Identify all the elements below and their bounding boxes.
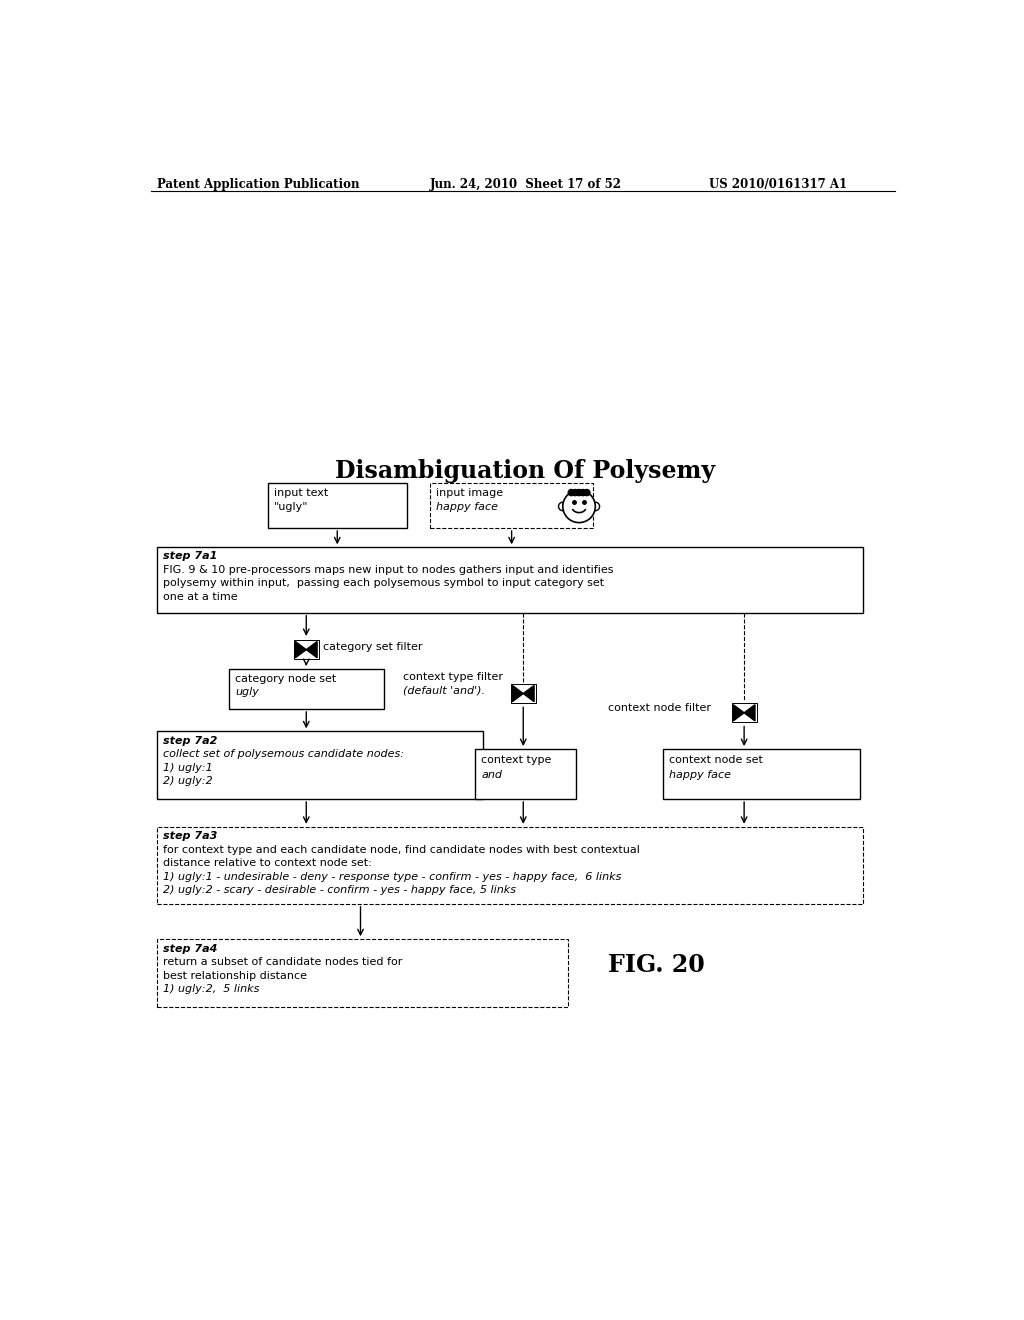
Polygon shape [733,705,744,721]
Text: return a subset of candidate nodes tied for: return a subset of candidate nodes tied … [163,957,402,968]
Text: FIG. 20: FIG. 20 [608,953,706,977]
Text: one at a time: one at a time [163,591,238,602]
Polygon shape [306,642,317,657]
Text: 1) ugly:2,  5 links: 1) ugly:2, 5 links [163,985,259,994]
Circle shape [568,490,574,496]
FancyBboxPatch shape [294,640,318,659]
Text: input text: input text [273,488,328,498]
Polygon shape [295,642,306,657]
Text: FIG. 9 & 10 pre-processors maps new input to nodes gathers input and identifies: FIG. 9 & 10 pre-processors maps new inpu… [163,565,613,574]
FancyBboxPatch shape [663,748,860,799]
FancyBboxPatch shape [158,940,568,1007]
Text: distance relative to context node set:: distance relative to context node set: [163,858,372,869]
Text: 1) ugly:1: 1) ugly:1 [163,763,213,772]
Text: Patent Application Publication: Patent Application Publication [158,178,360,190]
Text: context node filter: context node filter [608,704,712,713]
Text: Jun. 24, 2010  Sheet 17 of 52: Jun. 24, 2010 Sheet 17 of 52 [430,178,623,190]
Text: US 2010/0161317 A1: US 2010/0161317 A1 [710,178,848,190]
Polygon shape [523,685,535,702]
Text: ugly: ugly [234,688,259,697]
Text: input image: input image [436,488,504,498]
Circle shape [591,502,600,511]
Circle shape [558,502,567,511]
Text: step 7a2: step 7a2 [163,737,217,746]
Circle shape [580,490,586,496]
Text: (default 'and').: (default 'and'). [403,686,485,696]
FancyBboxPatch shape [158,548,862,612]
Text: context type filter: context type filter [403,672,503,682]
Text: 2) ugly:2 - scary - desirable - confirm - yes - happy face, 5 links: 2) ugly:2 - scary - desirable - confirm … [163,886,516,895]
Text: step 7a4: step 7a4 [163,944,217,954]
Circle shape [572,490,579,496]
Text: best relationship distance: best relationship distance [163,970,307,981]
Text: for context type and each candidate node, find candidate nodes with best context: for context type and each candidate node… [163,845,640,855]
Text: Disambiguation Of Polysemy: Disambiguation Of Polysemy [335,459,715,483]
Text: category node set: category node set [234,673,336,684]
Polygon shape [512,685,523,702]
Circle shape [575,490,583,496]
Text: happy face: happy face [436,502,499,512]
Text: step 7a1: step 7a1 [163,552,217,561]
Text: context type: context type [481,755,552,766]
FancyBboxPatch shape [475,748,575,799]
FancyBboxPatch shape [267,483,407,528]
Text: category set filter: category set filter [324,642,423,652]
FancyBboxPatch shape [732,704,757,722]
Text: "ugly": "ugly" [273,502,308,512]
FancyBboxPatch shape [511,684,536,704]
Text: and: and [481,770,503,780]
Text: context node set: context node set [669,755,763,766]
Text: 2) ugly:2: 2) ugly:2 [163,776,213,787]
Text: polysemy within input,  passing each polysemous symbol to input category set: polysemy within input, passing each poly… [163,578,604,587]
FancyBboxPatch shape [158,731,483,799]
Circle shape [584,490,590,496]
FancyBboxPatch shape [158,826,862,904]
FancyBboxPatch shape [228,669,384,709]
FancyBboxPatch shape [430,483,593,528]
Text: 1) ugly:1 - undesirable - deny - response type - confirm - yes - happy face,  6 : 1) ugly:1 - undesirable - deny - respons… [163,871,622,882]
Circle shape [563,490,595,523]
Text: step 7a3: step 7a3 [163,832,217,841]
Text: happy face: happy face [669,770,731,780]
Text: collect set of polysemous candidate nodes:: collect set of polysemous candidate node… [163,750,403,759]
Polygon shape [744,705,755,721]
